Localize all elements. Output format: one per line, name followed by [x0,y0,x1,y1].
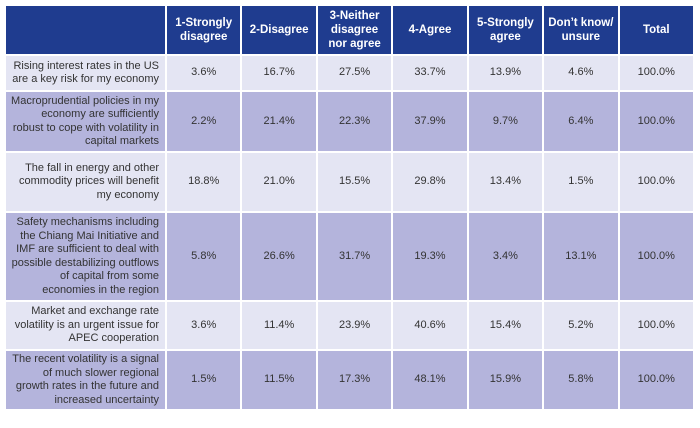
value-cell: 13.4% [468,153,543,211]
table-row: Safety mechanisms including the Chiang M… [6,213,693,300]
value-cell: 1.5% [167,351,241,409]
value-cell: 5.8% [167,213,241,300]
header-row: 1-Strongly disagree 2-Disagree 3-Neither… [6,6,693,54]
value-cell: 22.3% [317,92,392,151]
value-cell: 26.6% [242,213,316,300]
value-cell: 37.9% [393,92,467,151]
statement-cell: Macroprudential policies in my economy a… [6,92,165,151]
value-cell: 100.0% [619,302,693,349]
value-cell: 9.7% [468,92,543,151]
value-cell: 5.2% [544,302,618,349]
value-cell: 13.1% [544,213,618,300]
value-cell: 100.0% [619,213,693,300]
value-cell: 1.5% [544,153,618,211]
value-cell: 40.6% [393,302,467,349]
table-row: Rising interest rates in the US are a ke… [6,56,693,90]
value-cell: 3.6% [167,56,241,90]
value-cell: 100.0% [619,56,693,90]
value-cell: 18.8% [167,153,241,211]
header-total: Total [619,6,693,54]
value-cell: 100.0% [619,92,693,151]
value-cell: 21.0% [242,153,316,211]
header-blank [6,6,165,54]
header-disagree: 2-Disagree [242,6,316,54]
value-cell: 19.3% [393,213,467,300]
value-cell: 4.6% [544,56,618,90]
value-cell: 11.5% [242,351,316,409]
value-cell: 13.9% [468,56,543,90]
statement-cell: The recent volatility is a signal of muc… [6,351,165,409]
value-cell: 11.4% [242,302,316,349]
header-agree: 4-Agree [393,6,467,54]
table-row: Macroprudential policies in my economy a… [6,92,693,151]
table-row: The recent volatility is a signal of muc… [6,351,693,409]
value-cell: 29.8% [393,153,467,211]
value-cell: 15.5% [317,153,392,211]
statement-cell: Rising interest rates in the US are a ke… [6,56,165,90]
value-cell: 16.7% [242,56,316,90]
table-row: The fall in energy and other commodity p… [6,153,693,211]
statement-cell: Market and exchange rate volatility is a… [6,302,165,349]
statement-cell: The fall in energy and other commodity p… [6,153,165,211]
value-cell: 100.0% [619,153,693,211]
value-cell: 3.4% [468,213,543,300]
table-row: Market and exchange rate volatility is a… [6,302,693,349]
header-strongly-disagree: 1-Strongly disagree [167,6,241,54]
value-cell: 31.7% [317,213,392,300]
value-cell: 100.0% [619,351,693,409]
header-dont-know: Don’t know/ unsure [544,6,618,54]
header-strongly-agree: 5-Strongly agree [468,6,543,54]
value-cell: 15.9% [468,351,543,409]
value-cell: 27.5% [317,56,392,90]
statement-cell: Safety mechanisms including the Chiang M… [6,213,165,300]
value-cell: 2.2% [167,92,241,151]
value-cell: 15.4% [468,302,543,349]
header-neither: 3-Neither disagree nor agree [317,6,392,54]
value-cell: 6.4% [544,92,618,151]
value-cell: 3.6% [167,302,241,349]
value-cell: 21.4% [242,92,316,151]
value-cell: 5.8% [544,351,618,409]
value-cell: 48.1% [393,351,467,409]
value-cell: 17.3% [317,351,392,409]
value-cell: 33.7% [393,56,467,90]
survey-results-table: 1-Strongly disagree 2-Disagree 3-Neither… [4,4,695,411]
value-cell: 23.9% [317,302,392,349]
